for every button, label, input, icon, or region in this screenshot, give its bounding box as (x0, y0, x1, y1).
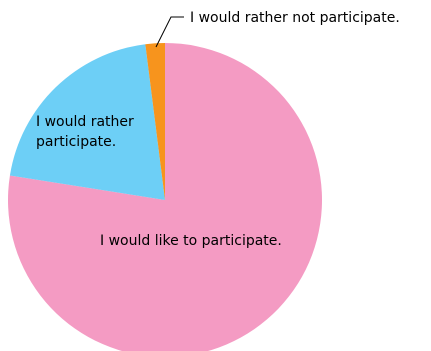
pie-slice-1 (9, 44, 166, 200)
label-like-to-participate: I would like to participate. (100, 233, 282, 249)
leader-line (155, 16, 184, 48)
label-rather-participate-line2: participate. (36, 134, 116, 150)
pie-slices (8, 43, 322, 351)
pie-slice-2 (145, 43, 165, 200)
label-rather-participate-line1: I would rather (36, 114, 134, 130)
label-rather-not-participate: I would rather not participate. (190, 10, 400, 26)
pie-slice-0 (8, 43, 322, 351)
